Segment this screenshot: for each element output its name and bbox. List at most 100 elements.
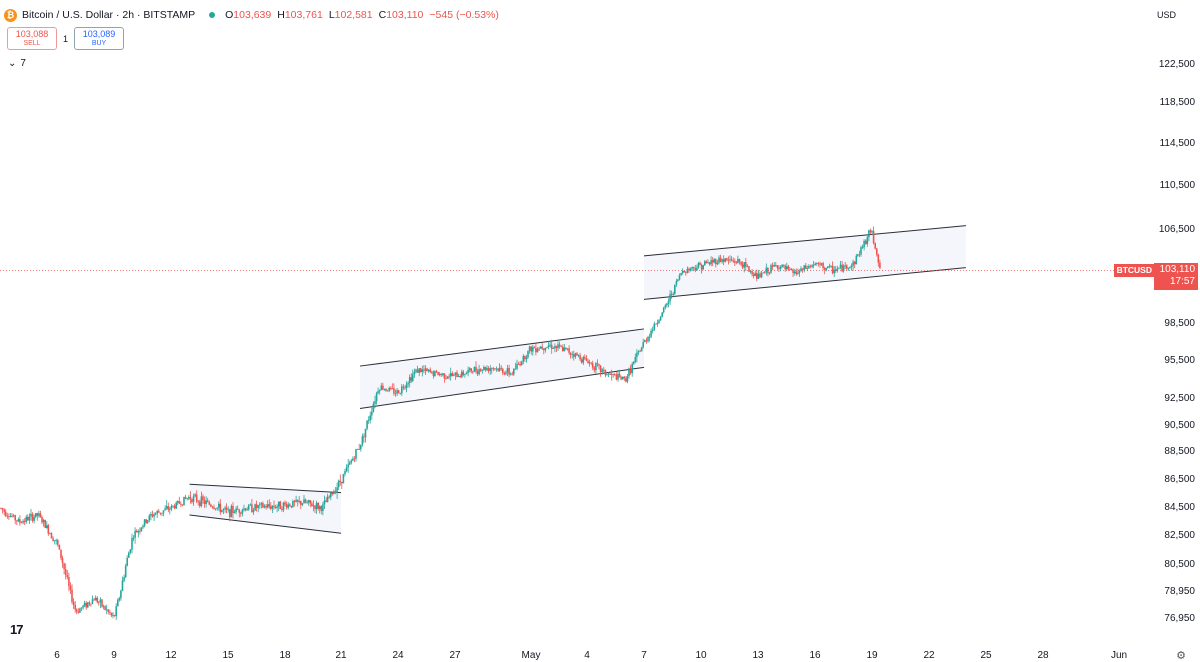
candle-body [647, 337, 649, 342]
candle-body [75, 609, 78, 612]
candle [737, 255, 739, 264]
price-channel[interactable] [643, 225, 966, 300]
candle [104, 605, 106, 611]
candle [233, 509, 236, 514]
candle-body [360, 444, 362, 450]
candle-body [31, 513, 34, 521]
candle [276, 504, 278, 513]
candle [762, 272, 764, 274]
candle [53, 540, 56, 545]
candle-body [79, 608, 81, 613]
candle-body [39, 513, 42, 517]
candle-body [833, 269, 835, 274]
candle [459, 373, 461, 379]
candle [483, 365, 485, 371]
candle-body [853, 261, 856, 265]
candle [311, 501, 313, 507]
candle [337, 479, 340, 491]
candle [156, 509, 158, 518]
candle-body [700, 264, 703, 270]
candle [191, 498, 193, 504]
candle-body [385, 388, 387, 391]
candle [618, 369, 621, 378]
candle-body [393, 388, 395, 394]
candle [472, 370, 474, 374]
candle [341, 481, 343, 489]
settings-gear-icon[interactable]: ⚙ [1176, 650, 1186, 662]
candle [9, 513, 12, 518]
time-tick-label: May [521, 650, 541, 661]
symbol-title[interactable]: Bitcoin / U.S. Dollar · 2h · BITSTAMP [22, 9, 196, 21]
candle [322, 501, 324, 516]
candle [607, 372, 610, 378]
candle-body [670, 294, 673, 295]
candle-body [333, 491, 335, 495]
candle-body [872, 231, 875, 243]
time-tick-label: 10 [695, 650, 707, 661]
candle [271, 505, 274, 513]
candle [857, 254, 859, 257]
candle [161, 512, 163, 517]
candle [49, 532, 51, 535]
candle-body [437, 372, 439, 376]
candle-body [80, 607, 83, 609]
candle-body [432, 371, 435, 376]
sell-button[interactable]: 103,088 SELL [7, 27, 57, 50]
candle-body [115, 606, 117, 617]
candle [121, 576, 124, 592]
candle [323, 495, 326, 510]
candle-body [552, 348, 555, 349]
candle [162, 510, 165, 517]
candle [105, 604, 108, 615]
currency-selector[interactable]: USD [1156, 10, 1176, 20]
candle [615, 372, 618, 381]
candle-body [629, 368, 632, 374]
candle-body [158, 511, 160, 513]
candle-body [464, 374, 466, 375]
candle-body [688, 268, 690, 271]
candle-body [164, 508, 166, 511]
candle-body [42, 519, 45, 523]
candle [681, 268, 684, 275]
candle-body [639, 351, 641, 353]
indicators-toggle[interactable]: ⌄ 7 [8, 58, 26, 69]
price-tick-label: 84,500 [1164, 502, 1195, 513]
candle-body [659, 317, 662, 321]
candle-body [536, 348, 539, 353]
candle [746, 264, 749, 268]
candle-body [445, 378, 447, 380]
candle-body [344, 471, 346, 475]
price-channel[interactable] [189, 483, 342, 534]
candle [0, 507, 2, 510]
candle-body [236, 508, 239, 510]
candle-body [585, 358, 588, 361]
candle-body [306, 502, 308, 504]
candle [562, 344, 564, 352]
candle-body [876, 248, 878, 255]
candle-body [850, 265, 853, 268]
candle-body [137, 531, 140, 533]
candle [434, 370, 436, 377]
candle-body [866, 237, 869, 244]
candle [396, 387, 398, 397]
candle [685, 271, 687, 276]
candle-body [181, 504, 184, 506]
low-value: 102,581 [334, 9, 373, 21]
candle [23, 518, 26, 526]
candle-body [293, 501, 296, 502]
candle [689, 267, 692, 272]
candle [721, 258, 723, 264]
candle [603, 366, 605, 373]
candle [670, 290, 673, 299]
candle [726, 257, 728, 262]
candle [240, 511, 242, 517]
candle-body [263, 505, 266, 508]
candle-body [47, 525, 50, 534]
buy-button[interactable]: 103,089 BUY [74, 27, 125, 50]
tradingview-logo[interactable]: 17 [10, 622, 24, 637]
market-status-icon[interactable] [209, 12, 216, 18]
candle [378, 389, 381, 395]
candle [467, 366, 469, 377]
candle-body [104, 606, 106, 610]
